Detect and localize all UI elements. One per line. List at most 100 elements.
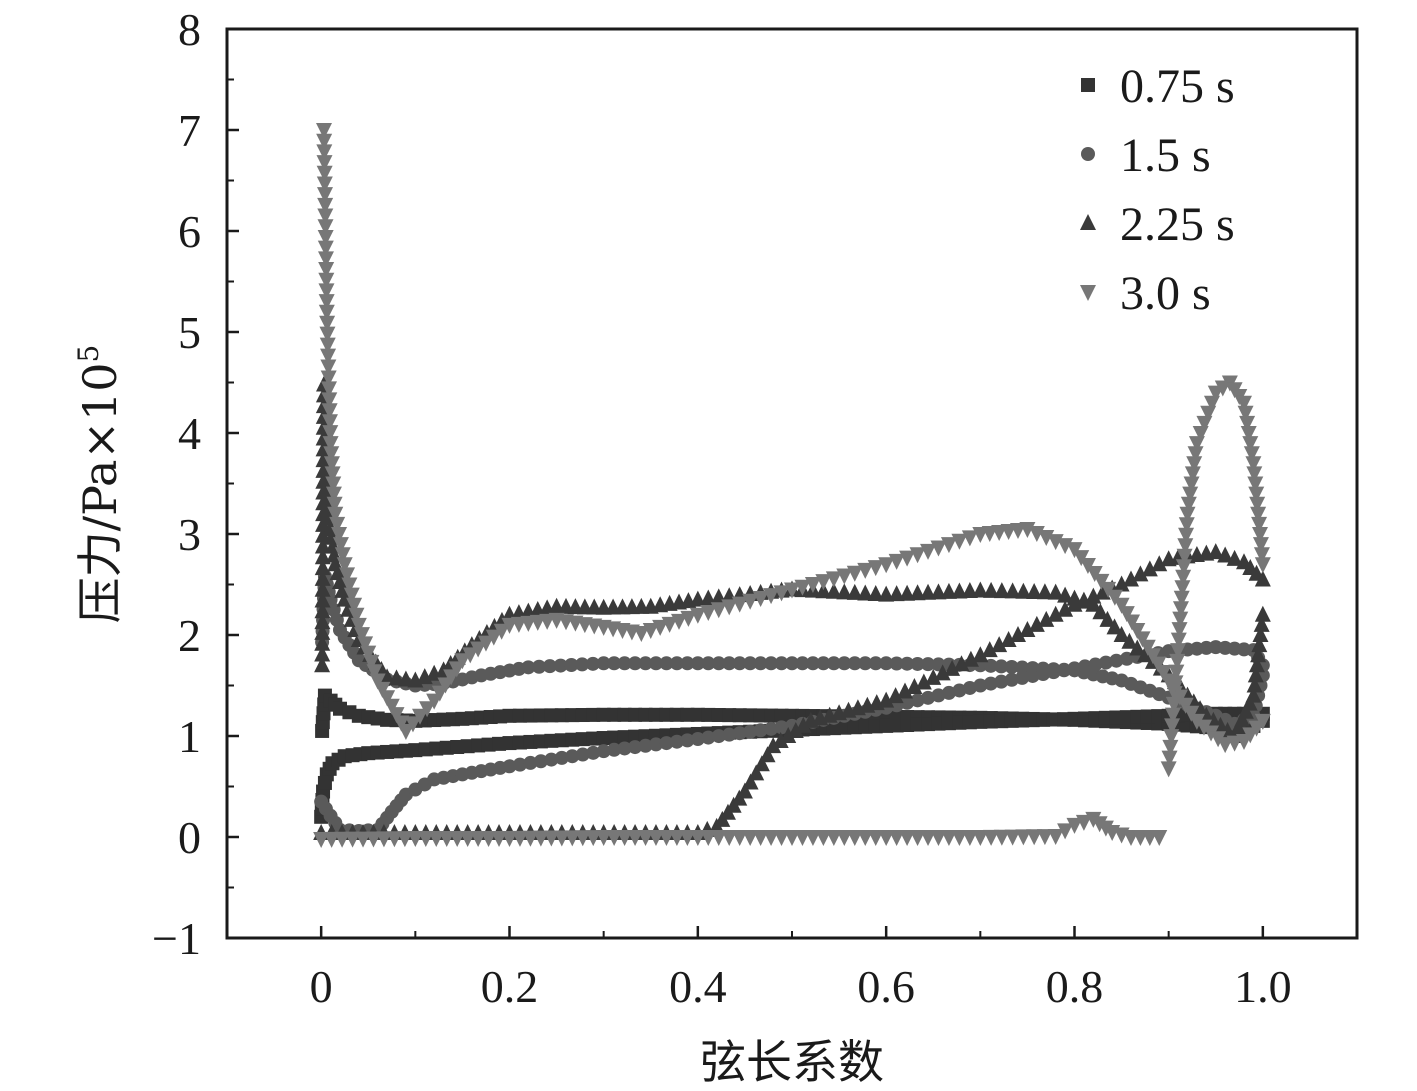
data-point: [930, 830, 947, 846]
data-point: [722, 656, 737, 671]
data-point: [326, 496, 343, 513]
data-point: [1151, 555, 1168, 572]
data-point: [1234, 710, 1251, 727]
data-point: [1182, 486, 1199, 503]
data-point: [470, 641, 487, 658]
data-point: [972, 646, 989, 663]
data-point: [1139, 639, 1156, 656]
data-point: [748, 764, 765, 781]
data-point: [1097, 820, 1114, 837]
x-tick-label: 0.2: [481, 961, 539, 1012]
data-point: [1047, 828, 1064, 845]
data-point: [331, 527, 348, 543]
x-tick-label: 0.4: [669, 961, 727, 1012]
legend: 0.75 s 1.5 s 2.25 s 3.0 s: [1080, 60, 1235, 320]
data-point: [836, 830, 853, 846]
data-point: [888, 585, 905, 602]
data-point: [369, 673, 386, 690]
data-point: [1168, 664, 1185, 681]
data-point: [909, 584, 926, 601]
data-point: [1151, 830, 1168, 846]
data-point: [920, 543, 937, 560]
data-point: [332, 572, 348, 589]
data-point: [1245, 456, 1262, 473]
data-point: [564, 830, 581, 847]
series-0: [314, 688, 1270, 824]
data-point: [1183, 476, 1200, 493]
data-point: [780, 727, 797, 743]
data-point: [317, 240, 334, 257]
data-point: [319, 326, 336, 343]
data-point: [317, 208, 334, 225]
data-point: [1019, 620, 1036, 637]
data-point: [1250, 506, 1267, 523]
data-point: [397, 723, 414, 740]
data-point: [404, 716, 421, 733]
data-point: [742, 773, 759, 790]
data-point: [316, 187, 333, 204]
data-point: [934, 664, 951, 681]
data-point: [1169, 653, 1186, 670]
data-point: [857, 562, 874, 579]
data-point: [1057, 663, 1072, 678]
data-point: [1252, 626, 1269, 642]
data-point: [314, 656, 331, 673]
data-point: [1183, 705, 1200, 722]
data-point: [1217, 737, 1234, 754]
data-point: [878, 585, 895, 602]
data-point: [1252, 527, 1269, 543]
data-point: [412, 708, 429, 725]
y-tick-label: 1: [178, 711, 201, 762]
data-point: [836, 583, 853, 600]
data-point: [689, 607, 706, 624]
data-point: [941, 685, 956, 700]
data-point: [951, 582, 968, 599]
data-point: [480, 831, 497, 848]
data-point: [329, 564, 346, 581]
data-point: [1249, 496, 1266, 513]
data-point: [1004, 582, 1021, 599]
data-point: [329, 516, 346, 533]
y-tick-label: 4: [178, 408, 201, 459]
legend-item: 3.0 s: [1080, 267, 1211, 320]
data-point: [888, 553, 905, 570]
data-point: [983, 829, 1000, 846]
data-point: [825, 830, 842, 846]
data-point: [314, 613, 331, 630]
data-point: [994, 659, 1009, 674]
y-tick-label: 5: [178, 307, 201, 358]
legend-label: 2.25 s: [1120, 198, 1235, 251]
data-point: [1175, 569, 1192, 586]
data-point: [1141, 560, 1158, 577]
y-tick-label: 6: [178, 206, 201, 257]
data-point: [1247, 666, 1264, 683]
data-point: [1038, 530, 1055, 547]
data-point: [319, 315, 336, 332]
data-point: [661, 616, 678, 633]
data-point: [314, 591, 331, 608]
data-point: [920, 583, 937, 600]
legend-label: 0.75 s: [1120, 60, 1235, 113]
data-point: [320, 359, 337, 376]
data-point: [731, 830, 748, 846]
data-point: [521, 660, 536, 675]
y-axis-title: 压力/Pa×105: [72, 345, 127, 624]
y-tick-label: 0: [178, 812, 201, 863]
data-point: [1088, 657, 1103, 672]
data-point: [867, 585, 884, 602]
data-point: [1155, 665, 1172, 682]
data-point: [909, 547, 926, 564]
data-point: [899, 584, 916, 601]
data-point: [1195, 719, 1212, 736]
data-point: [962, 650, 979, 667]
data-point: [542, 659, 557, 674]
data-point: [721, 599, 738, 616]
data-point: [323, 831, 340, 848]
data-point: [784, 830, 800, 846]
data-point: [628, 740, 643, 755]
data-point: [1165, 696, 1182, 713]
data-point: [815, 574, 832, 591]
data-point: [910, 693, 925, 708]
data-point: [485, 629, 502, 646]
data-point: [920, 830, 937, 846]
